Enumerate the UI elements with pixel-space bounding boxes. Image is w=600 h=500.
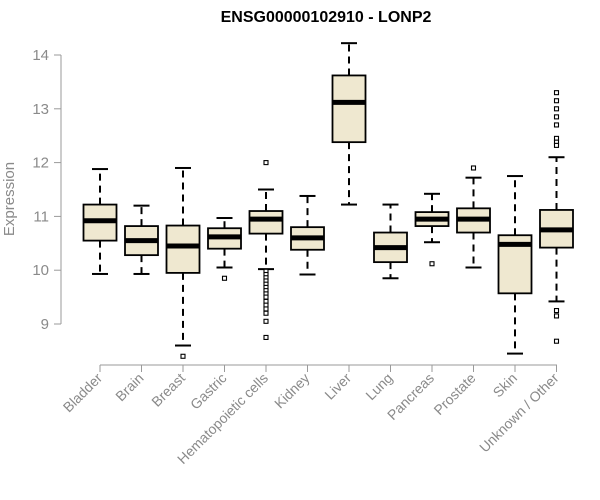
outlier-point <box>180 353 186 359</box>
box-series <box>82 42 574 359</box>
box-unknown-other <box>539 90 574 344</box>
y-tick-label: 14 <box>32 47 49 64</box>
y-tick-label: 13 <box>32 101 49 118</box>
outlier-point <box>263 318 269 324</box>
outlier-point <box>553 90 560 96</box>
outlier-point <box>553 307 560 314</box>
box-lung <box>373 203 408 280</box>
outlier-point <box>553 142 560 148</box>
box-skin <box>497 175 533 355</box>
y-tick-label: 9 <box>41 316 49 333</box>
y-tick-label: 10 <box>32 262 49 279</box>
x-tick-label: Kidney <box>271 370 313 412</box>
outlier-point <box>263 310 269 316</box>
outlier-point <box>553 114 560 120</box>
box-breast <box>165 166 201 359</box>
outlier-point <box>553 98 560 104</box>
x-tick-label: Prostate <box>430 370 478 418</box>
box-prostate <box>456 165 491 269</box>
box-pancreas <box>414 192 450 267</box>
outlier-point <box>263 306 269 312</box>
x-tick-label: Skin <box>490 370 521 401</box>
box-kidney <box>290 194 325 276</box>
x-tick-label: Breast <box>148 370 188 410</box>
box-brain <box>124 204 159 275</box>
x-tick-label: Bladder <box>60 370 106 416</box>
y-axis-label: Expression <box>1 162 18 236</box>
x-tick-label: Brain <box>112 370 146 404</box>
box-hematopoietic-cells <box>248 160 284 341</box>
y-axis: 9 10 11 12 13 14 <box>32 47 62 333</box>
outlier-point <box>470 165 477 171</box>
outlier-point <box>553 313 560 319</box>
outlier-point <box>221 275 228 281</box>
box-bladder <box>82 168 118 275</box>
outlier-point <box>553 338 560 344</box>
outlier-point <box>263 334 269 341</box>
outlier-point <box>263 294 269 300</box>
outlier-point <box>263 160 269 166</box>
outlier-point <box>553 122 560 128</box>
x-tick-label: Unknown / Other <box>476 370 562 456</box>
outlier-point <box>553 106 560 112</box>
iqr-box <box>331 74 367 144</box>
x-tick-label: Liver <box>321 370 354 403</box>
y-tick-label: 12 <box>32 155 49 172</box>
chart-title: ENSG00000102910 - LONP2 <box>221 9 432 26</box>
iqr-box <box>165 224 201 274</box>
iqr-box <box>248 210 284 235</box>
y-tick-label: 11 <box>33 208 49 225</box>
x-tick-label: Lung <box>362 370 395 403</box>
box-gastric <box>207 217 242 281</box>
outlier-point <box>429 261 435 267</box>
box-liver <box>331 42 367 206</box>
